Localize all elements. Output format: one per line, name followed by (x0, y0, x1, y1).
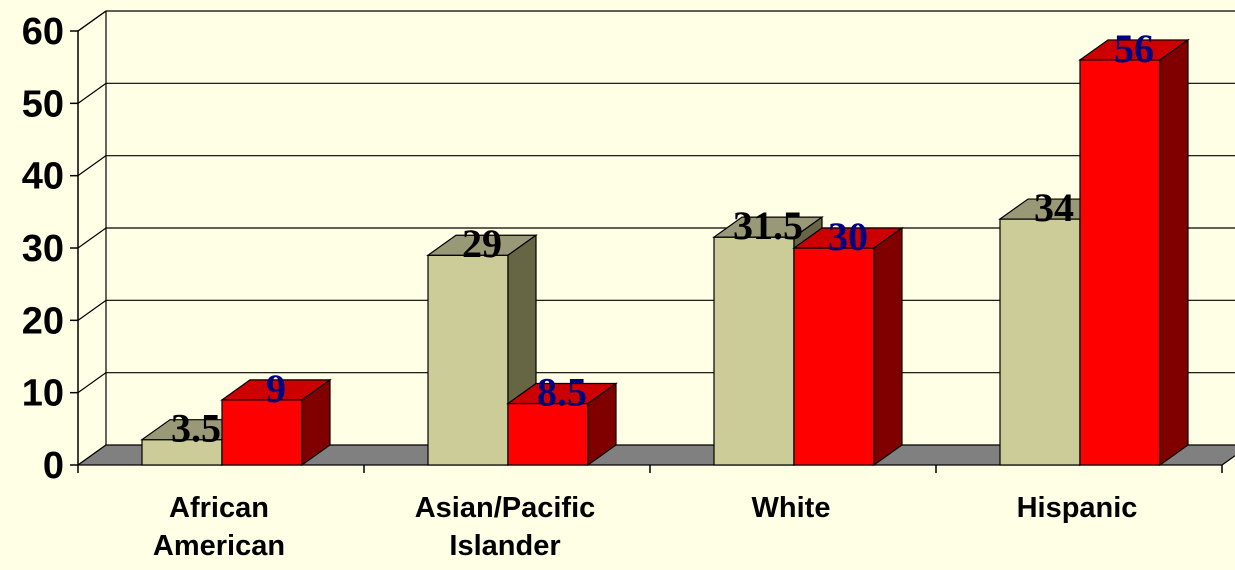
x-category-label: American (153, 530, 285, 562)
data-label: 56 (1114, 26, 1154, 71)
bar-side (1159, 38, 1189, 467)
data-label: 8.5 (537, 370, 587, 415)
side-gridline (77, 82, 107, 104)
bar-front (1079, 59, 1161, 466)
x-category-label: African (169, 492, 269, 524)
y-tick-label: 0 (43, 445, 64, 487)
bar-side (301, 378, 331, 467)
bar-front (427, 254, 509, 466)
side-gridline (77, 155, 107, 177)
side-gridline (77, 10, 107, 32)
side-gridline (77, 372, 107, 394)
y-tick-label: 50 (22, 83, 64, 125)
y-tick-label: 10 (22, 373, 64, 415)
data-label: 34 (1034, 185, 1074, 230)
data-label: 31.5 (733, 203, 803, 248)
data-label: 29 (462, 221, 502, 266)
bar-front (793, 247, 875, 466)
data-label: 30 (828, 214, 868, 259)
x-category-label: Asian/Pacific (415, 492, 596, 524)
side-gridline (77, 299, 107, 321)
bar-front (713, 236, 795, 466)
y-tick-label: 20 (22, 300, 64, 342)
y-tick-label: 40 (22, 156, 64, 198)
bar-side (587, 382, 617, 467)
x-category-label: Hispanic (1017, 492, 1138, 524)
y-tick-label: 30 (22, 228, 64, 270)
bar-front (999, 218, 1081, 466)
data-label: 9 (266, 366, 286, 411)
bar-side (873, 226, 903, 467)
x-category-label: White (752, 492, 831, 524)
bar-front (221, 399, 303, 466)
x-category-label: Islander (449, 530, 560, 562)
y-tick-label: 60 (22, 11, 64, 53)
bar-front (141, 439, 223, 466)
data-label: 3.5 (171, 406, 221, 451)
side-gridline (77, 227, 107, 249)
side-wall-edge (78, 31, 106, 465)
